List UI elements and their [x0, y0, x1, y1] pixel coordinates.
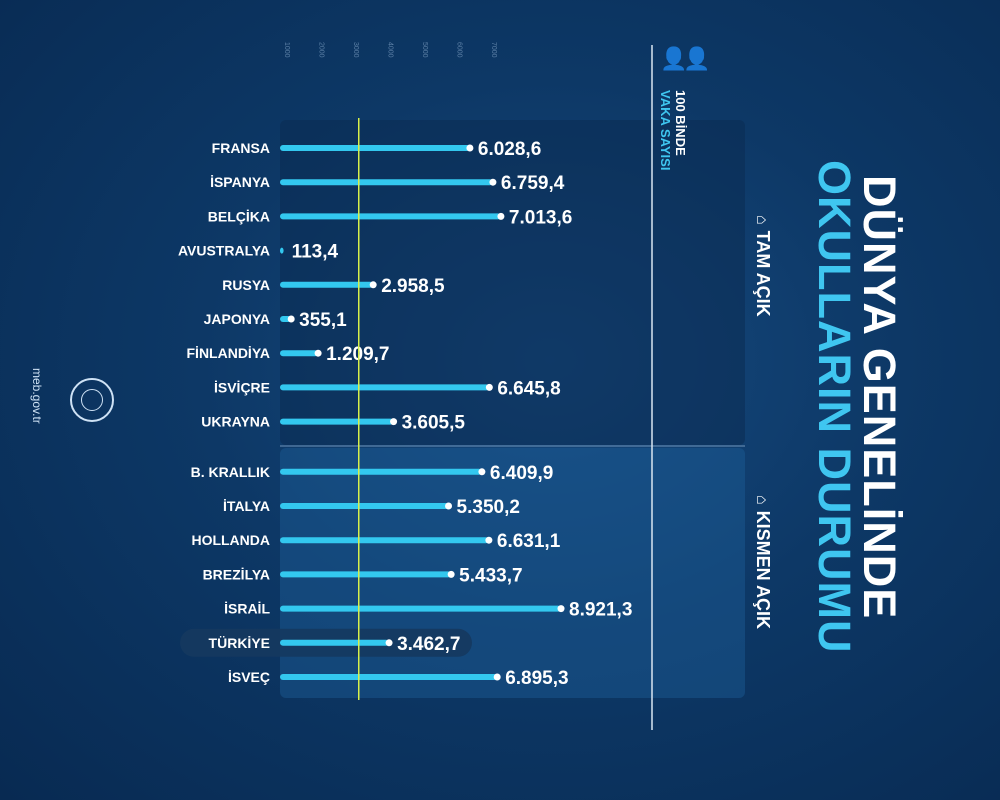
category-label: JAPONYA: [204, 311, 270, 327]
category-label: HOLLANDA: [191, 532, 270, 548]
category-label: İSPANYA: [210, 174, 270, 190]
category-label: B. KRALLIK: [191, 464, 270, 480]
panel-tam-acik: [280, 120, 745, 445]
bar: [280, 384, 490, 391]
bar-end-dot: [314, 349, 322, 357]
bar-end-dot: [445, 502, 453, 510]
bar-end-dot: [557, 605, 565, 613]
value-label: 6.631,1: [497, 531, 561, 552]
bar-end-dot: [493, 673, 501, 681]
category-label: FRANSA: [212, 140, 270, 156]
bar-end-dot: [390, 418, 398, 426]
value-label: 3.462,7: [397, 634, 460, 655]
category-label: BELÇİKA: [208, 208, 270, 224]
x-tick-label: 6000: [456, 42, 463, 58]
x-tick-label: 1000: [283, 42, 290, 58]
bar-end-dot: [489, 178, 497, 186]
value-label: 5.350,2: [457, 497, 520, 518]
bar: [280, 537, 489, 544]
bar-end-dot: [385, 639, 393, 647]
value-label: 113,4: [292, 242, 339, 263]
bar: [280, 468, 482, 475]
bar: [280, 247, 284, 254]
value-label: 355,1: [299, 310, 347, 331]
value-label: 2.958,5: [381, 276, 445, 297]
x-tick-label: 3000: [352, 42, 359, 58]
value-label: 3.605,5: [402, 413, 466, 434]
section-label-kismen-acik: ⌂KISMEN AÇIK: [753, 495, 773, 630]
people-icon: 👤👤: [660, 46, 711, 71]
category-label: TÜRKİYE: [209, 635, 270, 651]
x-tick-label: 4000: [387, 42, 394, 58]
category-label: İSRAİL: [224, 601, 270, 617]
category-label: İSVİÇRE: [214, 379, 270, 395]
bar: [280, 571, 452, 578]
value-label: 6.759,4: [501, 173, 565, 194]
bar: [280, 605, 562, 612]
category-label: FİNLANDİYA: [187, 345, 271, 361]
bar-end-dot: [485, 383, 493, 391]
bar: [280, 418, 394, 425]
category-label: İSVEÇ: [228, 669, 270, 685]
bar-end-dot: [369, 281, 377, 289]
x-tick-label: 7000: [490, 42, 497, 58]
bar-end-dot: [466, 144, 474, 152]
bar-end-dot: [447, 570, 455, 578]
value-label: 8.921,3: [569, 600, 632, 621]
bar-end-dot: [497, 212, 505, 220]
category-label: BREZİLYA: [203, 566, 270, 582]
category-label: AVUSTRALYA: [178, 243, 270, 259]
school-icon: ⌂: [753, 495, 770, 505]
school-icon: ⌂: [753, 215, 770, 225]
value-label: 7.013,6: [509, 207, 572, 228]
bar-end-dot: [485, 536, 493, 544]
bar: [280, 145, 470, 151]
category-label: İTALYA: [223, 498, 270, 514]
ministry-logo: [70, 378, 114, 422]
bar-end-dot: [287, 315, 295, 323]
bar: [280, 350, 319, 357]
value-label: 6.028,6: [478, 139, 541, 160]
value-label: 6.409,9: [490, 463, 553, 484]
bar: [280, 281, 374, 288]
section-label-tam-acik: ⌂TAM AÇIK: [753, 215, 773, 317]
site-url: meb.gov.tr: [30, 368, 44, 424]
x-tick-label: 2000: [318, 42, 325, 58]
title-line2: OKULLARIN DURUMU: [809, 160, 860, 654]
value-label: 1.209,7: [326, 344, 389, 365]
bar: [280, 213, 501, 220]
unit-label: 100 BİNDE VAKA SAYISI: [658, 90, 688, 171]
value-label: 6.895,3: [505, 668, 568, 689]
bar: [280, 639, 390, 646]
x-tick-label: 5000: [421, 42, 428, 58]
category-label: UKRAYNA: [201, 414, 270, 430]
bar: [280, 179, 493, 186]
bar-end-dot: [478, 468, 486, 476]
value-label: 6.645,8: [497, 378, 560, 399]
bar: [280, 503, 449, 509]
title-line1: DÜNYA GENELİNDE: [854, 175, 905, 620]
bar: [280, 674, 498, 680]
category-label: RUSYA: [222, 277, 270, 293]
value-label: 5.433,7: [459, 565, 522, 586]
